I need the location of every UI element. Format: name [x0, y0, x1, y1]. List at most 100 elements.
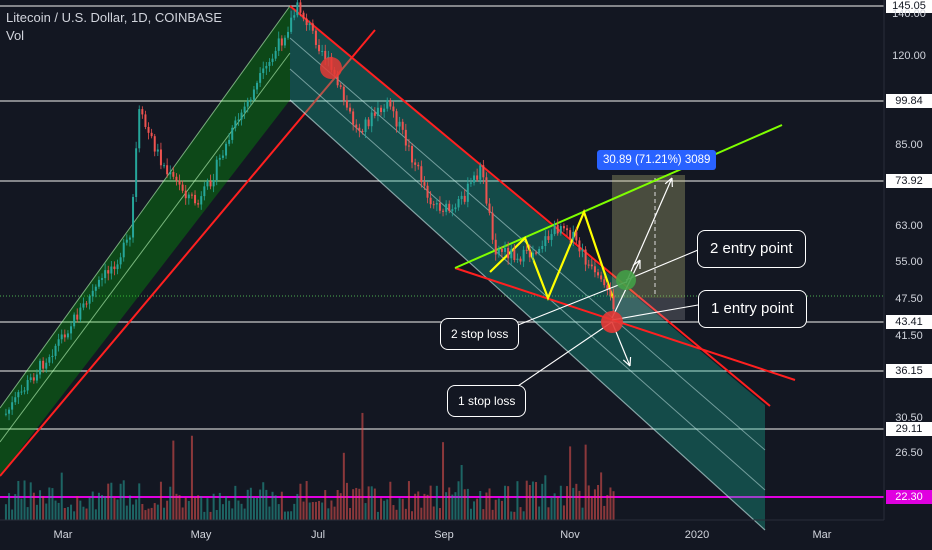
- price-tick-label: 73.92: [886, 174, 932, 188]
- volume-bar: [17, 480, 20, 520]
- price-candle: [321, 50, 324, 52]
- volume-bar: [426, 494, 429, 520]
- volume-bar: [110, 482, 113, 520]
- descending-channel-line-1: [289, 68, 766, 491]
- price-tick-label: 85.00: [895, 139, 923, 151]
- volume-bar: [597, 484, 600, 520]
- price-candle: [252, 89, 255, 100]
- price-candle: [603, 279, 606, 286]
- volume-bar: [175, 493, 178, 520]
- price-candle: [234, 120, 237, 128]
- price-candle: [500, 248, 503, 252]
- triangle-top-line: [454, 124, 783, 269]
- price-candle: [345, 100, 348, 108]
- volume-bar: [522, 511, 525, 520]
- volume-bar: [497, 498, 500, 520]
- volume-bar: [476, 498, 479, 520]
- price-candle: [184, 190, 187, 199]
- price-candle: [451, 209, 454, 211]
- volume-bar: [283, 511, 286, 520]
- time-tick-label: Sep: [434, 529, 454, 541]
- target-arrow-entry1-head-b: [632, 259, 641, 267]
- price-candle: [482, 165, 485, 178]
- volume-bar: [432, 506, 435, 520]
- price-candle: [150, 132, 153, 137]
- price-candle: [26, 380, 29, 391]
- volume-bar: [194, 497, 197, 520]
- descending-channel-bottom: [289, 99, 766, 531]
- price-candle: [206, 181, 209, 187]
- price-candle: [97, 279, 100, 287]
- price-candle: [401, 121, 404, 130]
- price-candle: [231, 127, 234, 140]
- price-candle: [66, 333, 69, 338]
- price-candle: [283, 37, 286, 46]
- price-candle: [8, 409, 11, 414]
- price-tick-label: 36.15: [886, 364, 932, 378]
- annotation-connector-2: [517, 281, 627, 326]
- price-candle: [262, 68, 265, 74]
- price-candle: [29, 377, 32, 381]
- price-candle: [200, 196, 203, 205]
- volume-bar: [469, 508, 472, 520]
- price-candle: [386, 100, 389, 109]
- price-candle: [308, 23, 311, 26]
- price-candle: [175, 176, 178, 181]
- target-arrow-entry2-head-b: [664, 177, 673, 185]
- price-candle: [417, 164, 420, 167]
- price-candle: [442, 210, 445, 212]
- volume-bar: [333, 506, 336, 520]
- volume-bar: [4, 504, 7, 520]
- volume-bar: [324, 490, 327, 520]
- volume-bar: [104, 496, 107, 520]
- price-candle: [237, 119, 240, 121]
- price-candle: [510, 249, 513, 259]
- volume-bar: [271, 491, 274, 520]
- price-candle: [302, 12, 305, 19]
- volume-bar: [479, 491, 482, 520]
- volume-bar: [457, 481, 460, 520]
- volume-bar: [197, 495, 200, 520]
- price-candle: [101, 278, 104, 280]
- price-candle: [373, 112, 376, 116]
- volume-bar: [566, 486, 569, 520]
- volume-bar: [246, 489, 249, 520]
- price-candle: [550, 234, 553, 240]
- price-tick-label: 145.05: [886, 0, 932, 13]
- price-candle: [407, 145, 410, 147]
- price-candle: [82, 303, 85, 308]
- volume-bar: [466, 488, 469, 520]
- volume-bar: [237, 500, 240, 520]
- volume-bar: [293, 503, 296, 520]
- volume-bar: [389, 481, 392, 520]
- volume-bar: [63, 507, 66, 520]
- volume-bar: [73, 511, 76, 520]
- price-candle: [519, 258, 522, 262]
- time-tick-label: Mar: [812, 529, 832, 541]
- volume-bar: [491, 509, 494, 520]
- volume-bar: [575, 483, 578, 520]
- price-candle: [324, 50, 327, 60]
- price-candle: [488, 203, 491, 213]
- volume-bar: [404, 508, 407, 520]
- annotation-connector-0: [625, 249, 699, 281]
- volume-bar: [572, 487, 575, 520]
- volume-bar: [159, 481, 162, 520]
- volume-bar: [48, 487, 51, 520]
- price-candle: [225, 143, 228, 156]
- price-candle: [479, 165, 482, 180]
- volume-bar: [116, 499, 119, 520]
- volume-bar: [256, 497, 259, 520]
- volume-bar: [392, 505, 395, 520]
- price-candle: [355, 124, 358, 128]
- price-tick-label: 120.00: [892, 50, 926, 62]
- price-candle: [395, 111, 398, 127]
- price-candle: [35, 374, 38, 381]
- price-candle: [473, 175, 476, 183]
- volume-bar: [380, 498, 383, 520]
- volume-bar: [32, 492, 35, 520]
- price-candle: [187, 194, 190, 199]
- price-candle: [349, 107, 352, 112]
- price-candle: [600, 275, 603, 280]
- price-candle: [380, 107, 383, 113]
